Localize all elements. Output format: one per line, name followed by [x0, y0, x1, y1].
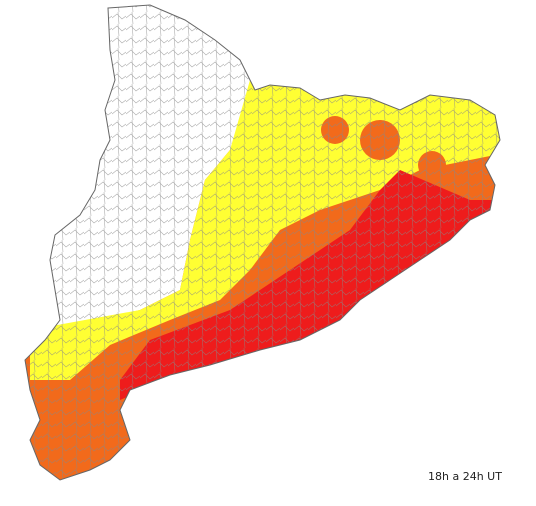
time-caption: 18h a 24h UT: [428, 470, 502, 483]
outline: [24, 4, 501, 481]
